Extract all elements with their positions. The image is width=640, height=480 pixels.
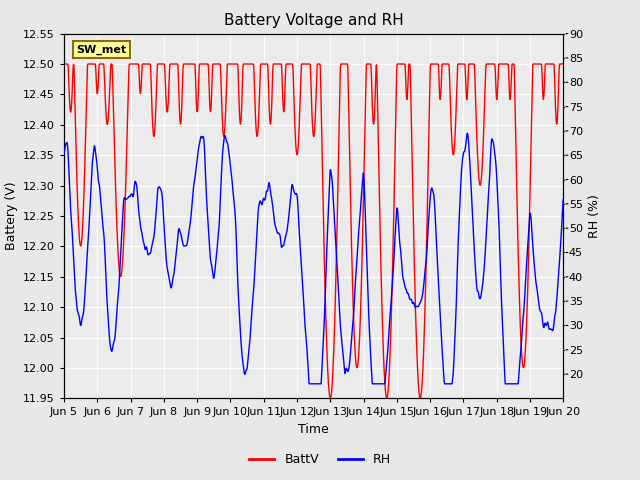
Text: SW_met: SW_met (77, 45, 127, 55)
X-axis label: Time: Time (298, 423, 329, 436)
Y-axis label: RH (%): RH (%) (588, 194, 602, 238)
Title: Battery Voltage and RH: Battery Voltage and RH (224, 13, 403, 28)
Legend: BattV, RH: BattV, RH (244, 448, 396, 471)
Y-axis label: Battery (V): Battery (V) (4, 182, 17, 250)
